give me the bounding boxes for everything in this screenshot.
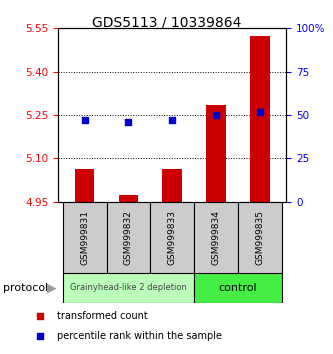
Text: control: control [219, 282, 257, 293]
Point [257, 109, 263, 114]
Point [126, 119, 131, 125]
Bar [250, 35, 270, 202]
Bar [194, 273, 282, 303]
Bar [107, 202, 151, 273]
Bar [151, 202, 194, 273]
Bar [63, 202, 107, 273]
Bar [238, 202, 282, 273]
Text: GSM999834: GSM999834 [212, 210, 221, 265]
Text: GDS5113 / 10339864: GDS5113 / 10339864 [92, 16, 241, 30]
Bar [63, 273, 194, 303]
Bar [194, 202, 238, 273]
Point [82, 118, 87, 123]
Bar [75, 169, 95, 202]
Text: GSM999835: GSM999835 [255, 210, 264, 265]
Text: transformed count: transformed count [57, 310, 148, 321]
Text: GSM999832: GSM999832 [124, 210, 133, 265]
Text: percentile rank within the sample: percentile rank within the sample [57, 331, 221, 341]
Text: ▶: ▶ [47, 281, 56, 294]
Text: Grainyhead-like 2 depletion: Grainyhead-like 2 depletion [70, 283, 187, 292]
Text: protocol: protocol [3, 282, 49, 293]
Point [213, 112, 219, 118]
Text: GSM999831: GSM999831 [80, 210, 89, 265]
Bar [206, 105, 226, 202]
Bar [163, 169, 182, 202]
Text: GSM999833: GSM999833 [168, 210, 177, 265]
Bar [119, 195, 138, 202]
Point [169, 118, 175, 123]
